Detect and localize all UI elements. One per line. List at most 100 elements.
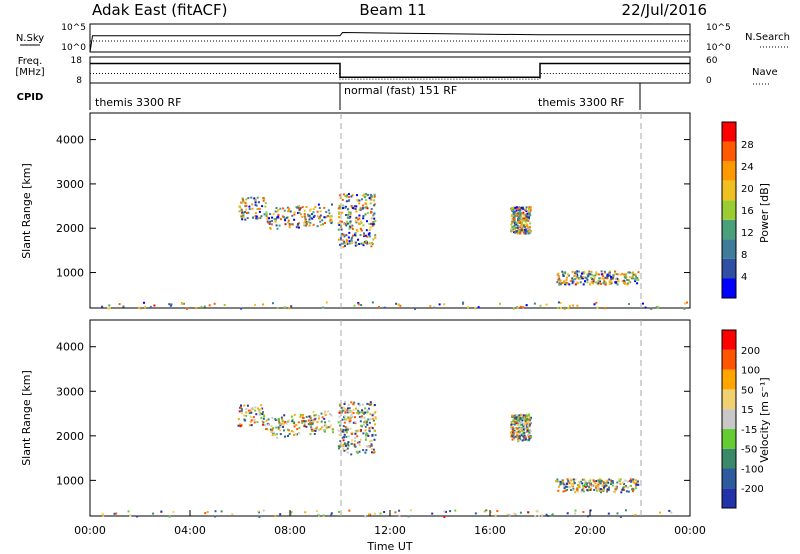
velocity-ylabel: Slant Range [km] (20, 370, 33, 466)
data-point (350, 205, 353, 207)
data-point (346, 240, 349, 243)
data-point (325, 301, 328, 304)
data-point (526, 429, 529, 432)
data-point (597, 479, 600, 482)
data-point (586, 485, 589, 487)
data-point (243, 404, 246, 407)
data-point (319, 214, 322, 217)
data-point (561, 479, 564, 482)
data-point (574, 283, 577, 286)
data-point (258, 515, 261, 518)
data-point (323, 413, 326, 416)
data-point (580, 272, 583, 275)
data-point (637, 271, 640, 274)
data-point (581, 482, 584, 485)
data-point (310, 426, 313, 429)
data-point (528, 232, 531, 235)
data-point (595, 273, 598, 276)
data-point (317, 414, 320, 417)
data-point (338, 415, 341, 418)
data-point (298, 208, 301, 211)
data-point (599, 488, 602, 491)
data-point (271, 416, 274, 419)
data-point (592, 479, 595, 482)
data-point (329, 220, 332, 223)
data-point (257, 201, 260, 204)
data-point (373, 404, 376, 406)
data-point (346, 428, 349, 431)
data-point (369, 413, 372, 416)
data-point (291, 418, 294, 421)
data-point (290, 430, 293, 433)
data-point (551, 513, 554, 516)
data-point (345, 444, 347, 447)
data-point (602, 481, 605, 484)
data-point (635, 479, 638, 482)
data-point (115, 512, 118, 515)
colorbar-segment (722, 330, 736, 350)
data-point (605, 479, 608, 482)
data-point (320, 420, 323, 423)
data-point (262, 411, 264, 414)
data-point (239, 423, 241, 426)
data-point (516, 221, 519, 224)
data-point (517, 230, 520, 233)
data-point (374, 411, 377, 414)
data-point (604, 482, 607, 485)
data-point (528, 226, 531, 229)
data-point (255, 217, 258, 220)
data-point (357, 412, 360, 415)
data-point (650, 307, 653, 310)
data-point (299, 415, 302, 418)
colorbar-segment (722, 488, 736, 508)
data-point (351, 228, 354, 230)
data-point (325, 426, 328, 429)
data-point (354, 432, 357, 435)
data-point (516, 431, 519, 433)
data-point (276, 227, 279, 230)
data-point (602, 275, 605, 278)
data-point (602, 488, 605, 491)
data-point (348, 199, 351, 202)
data-point (356, 435, 359, 438)
data-point (240, 201, 243, 204)
data-point (355, 220, 357, 223)
data-point (610, 479, 612, 482)
data-point (257, 510, 260, 513)
data-point (513, 221, 516, 224)
data-point (331, 221, 334, 223)
data-point (583, 483, 586, 486)
data-point (357, 303, 360, 306)
data-point (342, 193, 345, 196)
data-point (368, 197, 371, 200)
data-point (338, 434, 341, 436)
data-point (520, 206, 523, 209)
data-point (353, 401, 356, 404)
data-point (565, 485, 568, 488)
data-point (257, 407, 260, 410)
data-point (367, 233, 370, 236)
data-point (183, 302, 185, 305)
data-point (325, 211, 328, 214)
data-point (321, 425, 324, 428)
data-point (510, 230, 513, 233)
colorbar-tick: 16 (741, 206, 754, 217)
data-point (251, 408, 254, 411)
data-point (342, 445, 345, 448)
data-point (351, 207, 354, 210)
data-point (278, 423, 281, 426)
data-point (324, 421, 327, 424)
data-point (597, 282, 600, 285)
data-point (602, 485, 605, 488)
data-point (340, 228, 343, 231)
data-point (627, 490, 630, 493)
data-point (327, 426, 330, 429)
data-point (168, 515, 171, 518)
data-point (519, 420, 522, 423)
data-point (311, 422, 313, 425)
data-point (296, 206, 299, 209)
freq-tick-bottom: 8 (76, 76, 82, 86)
data-point (605, 484, 608, 487)
data-point (263, 213, 266, 216)
colorbar-segment (722, 141, 736, 162)
